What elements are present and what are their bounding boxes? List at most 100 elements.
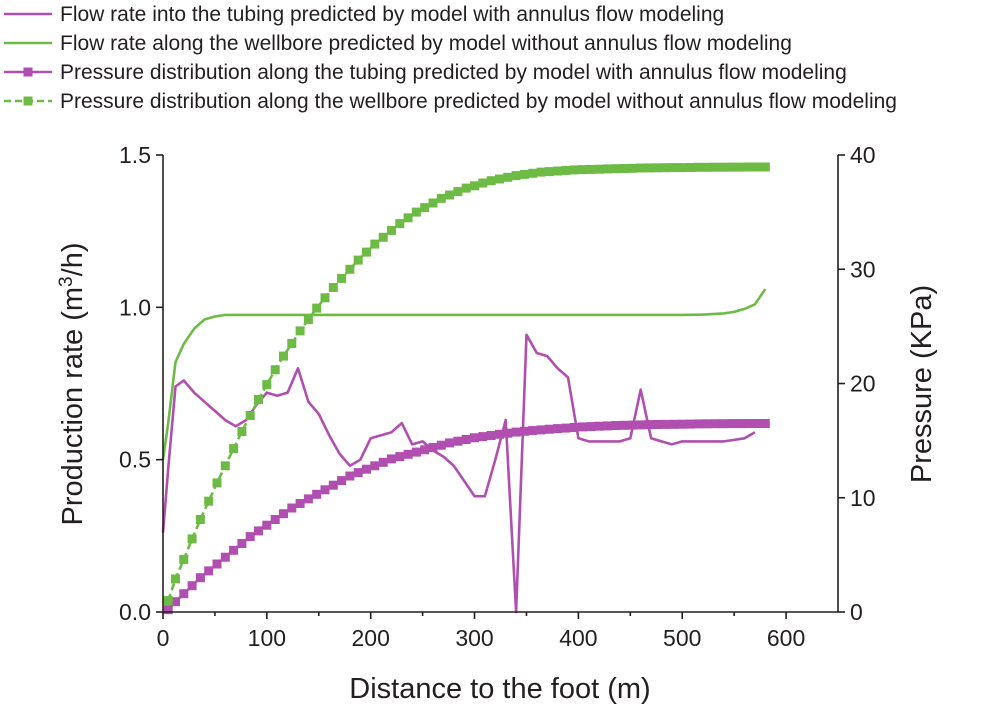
series-4-marker [279,351,288,361]
series-3-marker [187,581,197,591]
series-4-marker [237,427,247,436]
series-4-marker [711,162,720,172]
legend-swatch-marker [23,96,33,106]
x-tick-label: 400 [559,625,597,651]
series-3-marker [735,419,745,429]
series-4-marker [195,515,205,524]
series-4-marker [204,496,214,506]
series-4-marker [478,178,488,188]
series-4-marker [511,171,521,181]
x-axis-title: Distance to the foot (m) [349,673,650,705]
series-4-marker [420,203,430,213]
y-right-tick-label: 20 [850,371,876,397]
series-3-marker [727,419,737,429]
series-3-marker [644,420,654,430]
series-3-marker [603,421,612,431]
series-4-marker [611,164,621,174]
series-3-marker [279,509,288,519]
series-3-marker [395,452,405,462]
series-3-marker [262,520,272,530]
series-4-marker [453,187,463,197]
y-left-tick-label: 1.5 [119,142,151,168]
series-4-marker [619,164,629,173]
series-4-marker [461,183,471,193]
series-3-marker [561,423,571,433]
series-3-marker [661,419,671,429]
series-3-marker [245,532,255,542]
series-3-marker [345,471,355,481]
series-4-marker [652,163,662,173]
series-4-marker [378,232,388,242]
series-3-marker [337,476,347,486]
series-4-marker [486,176,496,186]
series-3-marker [636,420,646,430]
series-3-marker [536,425,546,435]
legend-item-4: Pressure distribution along the wellbore… [4,90,897,113]
series-4-marker [569,165,579,175]
series-3-marker [270,515,280,524]
x-tick-label: 0 [157,625,170,651]
legend-label: Flow rate into the tubing predicted by m… [60,3,724,26]
series-4-marker [528,168,538,178]
series-3-marker [711,419,720,429]
series-4-marker [212,478,222,488]
series-3-marker [403,449,413,459]
series-3-marker [569,423,579,432]
series-4-marker [694,162,704,172]
series-4-marker [603,164,612,174]
y-left-tick-label: 0.5 [119,447,151,473]
series-3-marker [461,435,471,444]
series-3-marker [387,454,396,464]
y-right-tick-label: 0 [850,599,863,625]
legend-label: Flow rate along the wellbore predicted b… [60,32,792,55]
series-4-marker [719,162,729,172]
series-4-marker [362,247,371,257]
series-4-marker [295,326,305,336]
series-4-marker [220,461,230,471]
series-3-marker [436,440,446,450]
series-4-marker [312,303,322,313]
series-3-marker [237,539,247,548]
series-3-marker [478,432,488,442]
legend: Flow rate into the tubing predicted by m… [4,3,897,113]
series-3-marker [719,419,729,429]
y-left-axis-title-sup: 3 [56,276,77,287]
series-4-marker [594,164,604,174]
legend-swatch-marker [23,67,33,77]
series-4-marker [436,193,446,203]
series-4-marker [353,255,363,265]
series-4-marker [752,162,762,172]
series-4-marker [744,162,754,172]
series-4-marker [470,181,479,191]
x-tick-label: 300 [455,625,493,651]
series-4-marker [171,574,180,584]
series-3-marker [744,419,754,428]
series-3-marker [511,427,521,437]
series-3-marker [486,431,496,440]
series-4-marker [760,162,770,172]
series-3-marker [295,499,305,508]
series-4-marker [254,395,263,404]
series-3-marker [362,464,371,474]
y-left-tick-label: 1.0 [119,294,151,320]
series-3-marker [702,419,712,429]
y-left-axis-title-suffix: /h) [57,243,89,277]
y-right-tick-label: 10 [850,485,876,511]
series-4-marker [661,163,671,173]
y-left-axis-title: Production rate (m3/h) [56,243,90,526]
y-right-axis-title: Pressure (KPa) [906,285,938,483]
y-left-axis-title-prefix: Production rate (m [57,287,89,526]
series-4-marker [644,163,654,173]
series-3-marker [204,566,214,576]
series-4-marker [636,163,646,173]
series-3-marker [528,426,538,436]
series-4-marker [229,444,239,454]
legend-item-3: Pressure distribution along the tubing p… [4,61,847,84]
y-right-tick-label: 30 [850,256,876,282]
series-4-marker [345,264,355,274]
series-line-3 [167,422,766,611]
series-4-marker [586,164,596,174]
series-4-marker [370,239,380,249]
series-4-marker [287,339,297,348]
series-3-marker [445,438,455,448]
